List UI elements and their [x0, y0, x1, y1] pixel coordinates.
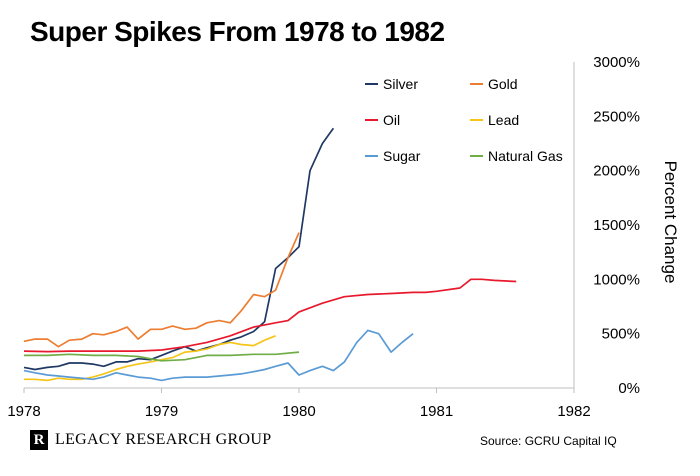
x-tick-label: 1978: [7, 403, 40, 420]
y-tick-label: 2500%: [593, 108, 640, 125]
logo-text: LEGACY RESEARCH GROUP: [55, 431, 272, 448]
y-tick-label: 3000%: [593, 54, 640, 71]
y-tick-label: 1500%: [593, 217, 640, 234]
legend-label-lead: Lead: [488, 112, 519, 128]
y-tick-label: 0%: [618, 380, 640, 397]
x-tick-label: 1981: [420, 403, 453, 420]
x-tick-label: 1982: [557, 403, 590, 420]
x-tick-label: 1980: [282, 403, 315, 420]
y-tick-label: 2000%: [593, 163, 640, 180]
y-tick-label: 1000%: [593, 271, 640, 288]
legend-label-sugar: Sugar: [383, 148, 421, 164]
y-tick-label: 500%: [602, 326, 640, 343]
series-line-gold: [23, 232, 300, 348]
series-line-natural-gas: [24, 351, 300, 362]
chart-title: Super Spikes From 1978 to 1982: [30, 16, 445, 47]
legend-label-natural-gas: Natural Gas: [488, 148, 563, 164]
legend-label-gold: Gold: [488, 76, 518, 92]
series-line-silver: [23, 127, 335, 371]
series-line-lead: [24, 335, 276, 382]
series-line-sugar: [23, 329, 414, 382]
source-note: Source: GCRU Capital IQ: [480, 434, 617, 448]
legacy-research-logo: R LEGACY RESEARCH GROUP: [30, 430, 271, 450]
legend-label-oil: Oil: [383, 112, 400, 128]
x-tick-label: 1979: [145, 403, 178, 420]
y-axis-label: Percent Change: [661, 161, 680, 284]
series-line-oil: [23, 278, 517, 353]
legend-label-silver: Silver: [383, 76, 418, 92]
logo-mark-icon: R: [30, 430, 48, 450]
